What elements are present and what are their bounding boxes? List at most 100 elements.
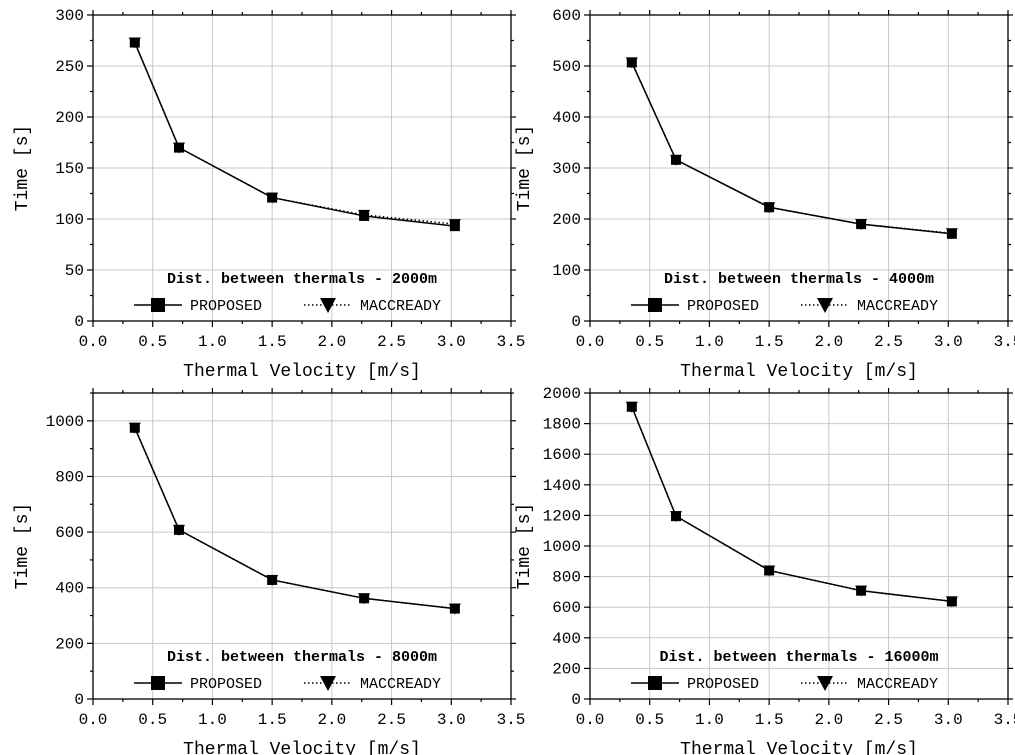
x-tick-label: 0.5 — [138, 333, 167, 351]
y-tick-label: 600 — [55, 524, 84, 542]
y-tick-label: 100 — [55, 211, 84, 229]
x-tick-label: 3.0 — [934, 711, 963, 729]
x-tick-label: 0.0 — [576, 333, 605, 351]
legend: Dist. between thermals - 4000m PROPOSED MA… — [631, 271, 938, 315]
x-tick-label: 3.5 — [497, 711, 526, 729]
x-axis-title: Thermal Velocity [m/s] — [183, 740, 421, 755]
x-tick-label: 3.5 — [497, 333, 526, 351]
axis-ticks — [584, 388, 1013, 705]
legend-label-proposed: PROPOSED — [687, 676, 759, 693]
x-tick-label: 1.5 — [755, 333, 784, 351]
data-point-proposed — [626, 57, 637, 68]
y-tick-label: 1000 — [543, 538, 581, 556]
legend-title: Dist. between thermals - 8000m — [167, 649, 437, 666]
y-tick-label: 600 — [552, 7, 581, 25]
legend-marker-proposed — [151, 676, 165, 690]
series-line-proposed — [134, 427, 455, 610]
gridlines — [93, 15, 511, 321]
y-tick-label: 200 — [552, 211, 581, 229]
legend: Dist. between thermals - 16000m PROPOSED M… — [631, 649, 939, 693]
y-tick-label: 1600 — [543, 446, 581, 464]
x-tick-label: 0.5 — [635, 333, 664, 351]
y-tick-label: 200 — [55, 109, 84, 127]
y-tick-label: 200 — [552, 660, 581, 678]
legend-title: Dist. between thermals - 4000m — [664, 271, 934, 288]
x-tick-label: 0.0 — [79, 711, 108, 729]
x-tick-label: 2.5 — [377, 333, 406, 351]
data-point-proposed — [670, 511, 681, 522]
data-point-proposed — [449, 603, 460, 614]
x-tick-label: 2.0 — [814, 333, 843, 351]
axis-ticks — [584, 10, 1013, 327]
x-tick-label: 1.0 — [198, 711, 227, 729]
y-axis-title: Time [s] — [13, 503, 33, 589]
data-point-proposed — [359, 593, 370, 604]
y-tick-label: 250 — [55, 58, 84, 76]
legend-title: Dist. between thermals - 16000m — [659, 649, 938, 666]
legend-marker-maccready — [320, 298, 336, 313]
y-tick-label: 1000 — [46, 413, 84, 431]
y-tick-label: 0 — [74, 691, 84, 709]
data-point-proposed — [129, 422, 140, 433]
chart-panel-1: 0.0 0.5 1.0 1.5 2.0 2.5 3.0 3.5 0 50 100 150 200 250 3… — [13, 7, 525, 382]
series-line-maccready — [631, 406, 952, 603]
x-axis-title: Thermal Velocity [m/s] — [680, 362, 918, 382]
y-tick-label: 0 — [74, 313, 84, 331]
y-tick-label: 600 — [552, 599, 581, 617]
series-line-maccready — [631, 62, 952, 235]
x-tick-label: 2.0 — [317, 333, 346, 351]
gridlines — [590, 15, 1008, 321]
legend-marker-maccready — [817, 298, 833, 313]
chart-panel-2: 0.0 0.5 1.0 1.5 2.0 2.5 3.0 3.5 0 100 200 300 400 500… — [515, 7, 1015, 382]
x-tick-label: 1.5 — [258, 333, 287, 351]
data-point-proposed — [173, 142, 184, 153]
legend-label-proposed: PROPOSED — [190, 298, 262, 315]
y-axis-title: Time [s] — [13, 125, 33, 211]
x-axis-title: Thermal Velocity [m/s] — [680, 740, 918, 755]
legend-label-proposed: PROPOSED — [190, 676, 262, 693]
legend-title: Dist. between thermals - 2000m — [167, 271, 437, 288]
y-tick-label: 150 — [55, 160, 84, 178]
x-tick-label: 1.5 — [258, 711, 287, 729]
y-tick-label: 300 — [552, 160, 581, 178]
legend: Dist. between thermals - 2000m PROPOSED MA… — [134, 271, 441, 315]
data-point-proposed — [129, 37, 140, 48]
y-tick-label: 0 — [571, 313, 581, 331]
x-tick-label: 0.5 — [138, 711, 167, 729]
y-tick-label: 400 — [55, 580, 84, 598]
x-tick-label: 3.0 — [437, 711, 466, 729]
x-tick-label: 2.0 — [814, 711, 843, 729]
legend-marker-proposed — [648, 298, 662, 312]
data-point-proposed — [267, 574, 278, 585]
data-point-proposed — [359, 210, 370, 221]
data-point-proposed — [267, 192, 278, 203]
legend-label-maccready: MACCREADY — [360, 298, 441, 315]
data-point-proposed — [173, 524, 184, 535]
series-line-maccready — [134, 427, 455, 610]
axis-ticks — [87, 10, 516, 327]
y-tick-label: 0 — [571, 691, 581, 709]
y-tick-label: 500 — [552, 58, 581, 76]
x-tick-label: 2.5 — [874, 333, 903, 351]
x-tick-label: 2.5 — [874, 711, 903, 729]
x-tick-label: 3.5 — [994, 333, 1015, 351]
y-tick-label: 1200 — [543, 507, 581, 525]
y-axis-title: Time [s] — [515, 125, 535, 211]
data-point-proposed — [670, 154, 681, 165]
gridlines — [93, 393, 511, 699]
y-tick-label: 1400 — [543, 477, 581, 495]
axis-ticks — [87, 388, 516, 705]
legend-marker-proposed — [151, 298, 165, 312]
y-tick-label: 300 — [55, 7, 84, 25]
y-tick-label: 50 — [65, 262, 84, 280]
series-line-proposed — [631, 406, 952, 603]
x-tick-label: 1.0 — [198, 333, 227, 351]
y-tick-label: 800 — [55, 468, 84, 486]
x-tick-label: 1.0 — [695, 711, 724, 729]
legend-label-maccready: MACCREADY — [857, 676, 938, 693]
series-line-maccready — [134, 42, 455, 225]
legend-label-proposed: PROPOSED — [687, 298, 759, 315]
x-tick-label: 2.5 — [377, 711, 406, 729]
y-tick-label: 400 — [552, 109, 581, 127]
